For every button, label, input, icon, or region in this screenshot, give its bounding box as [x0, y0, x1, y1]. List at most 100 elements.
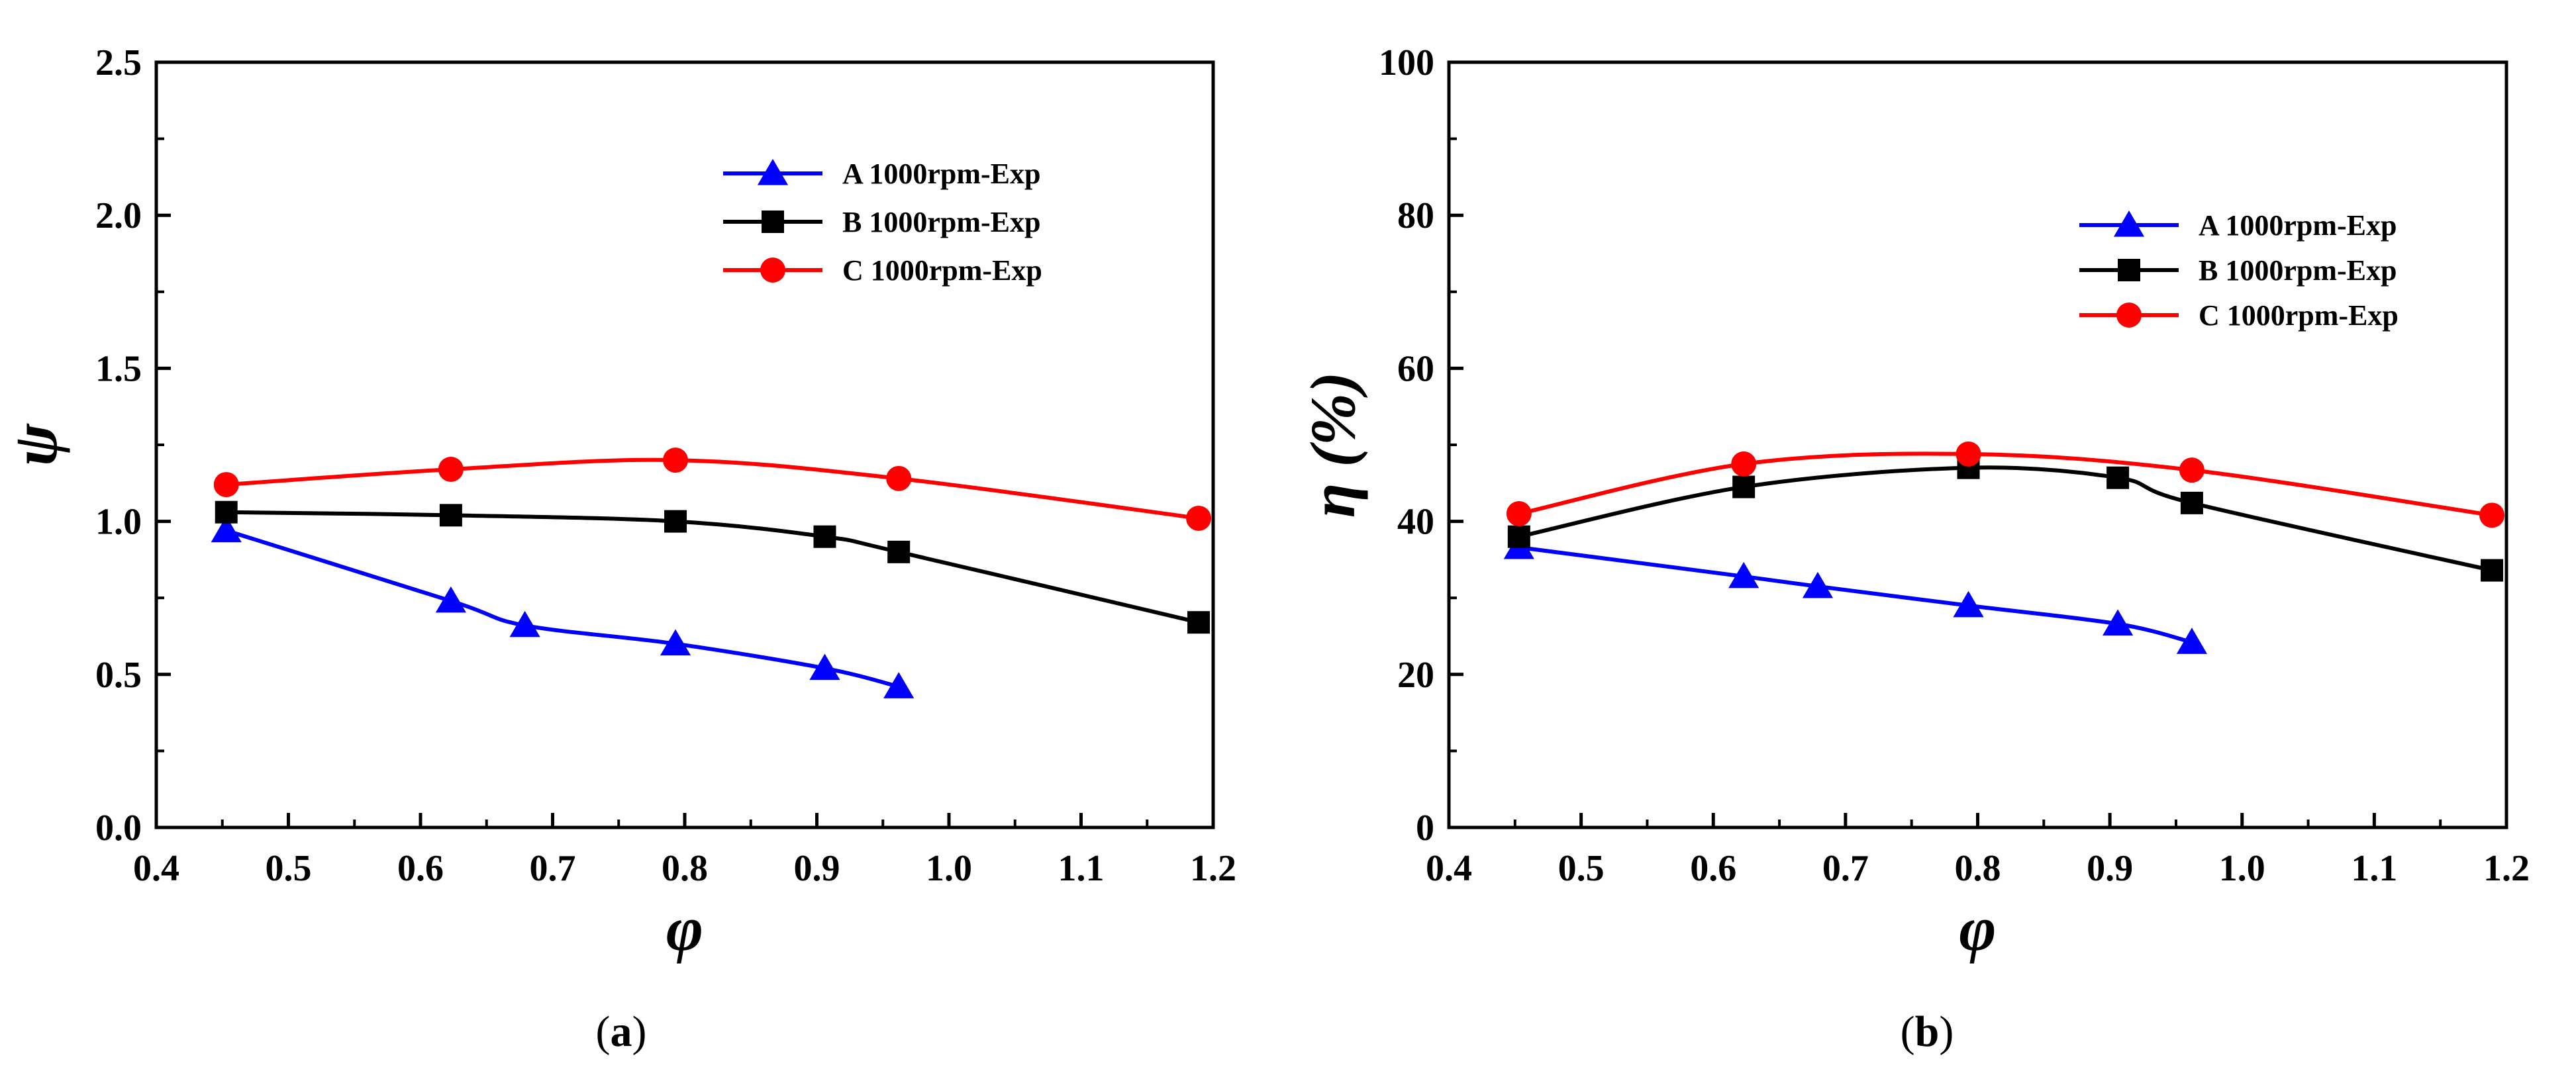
series-line: [1518, 465, 2493, 573]
x-tick-label: 1.2: [1190, 848, 1236, 889]
y-axis-title: η (%): [1297, 372, 1368, 518]
panel-caption: (b): [1901, 1008, 1954, 1056]
chart-panel-a: 0.4 0.5 0.6 0.7 0.8 0.9 1.0 1.1 1.2 0.0 0.5 1.0 1.5 2…: [0, 42, 1236, 1056]
legend-label: B 1000rpm-Exp: [2199, 254, 2397, 287]
data-point: [813, 525, 836, 548]
data-point: [509, 610, 540, 637]
series-a: [211, 516, 915, 698]
legend-marker: [760, 258, 785, 283]
x-tick-label: 0.7: [1822, 848, 1869, 889]
series-line: [1518, 451, 2493, 518]
y-tick-label: 60: [1397, 348, 1434, 389]
series-line: [226, 510, 1199, 625]
legend-entry: B 1000rpm-Exp: [723, 206, 1040, 238]
y-axis-title: ψ: [0, 423, 70, 466]
x-tick-label: 0.8: [662, 848, 708, 889]
x-tick-label: 0.4: [1426, 848, 1472, 889]
legend-marker: [762, 211, 784, 233]
plot-frame: [154, 60, 1215, 829]
legend-label: C 1000rpm-Exp: [842, 254, 1042, 287]
data-point: [809, 653, 840, 680]
y-tick-label: 0: [1416, 808, 1434, 849]
data-point: [439, 504, 462, 527]
data-point: [2180, 491, 2203, 514]
y-tick-label: 0.5: [95, 655, 142, 696]
data-point: [438, 456, 464, 482]
series-line: [226, 457, 1199, 520]
panel-caption: (a): [596, 1008, 647, 1056]
x-tick-label: 0.7: [530, 848, 576, 889]
legend-marker: [2116, 303, 2142, 328]
y-tick-label: 2.5: [95, 42, 142, 83]
series-c: [1506, 441, 2505, 528]
legend-entry: A 1000rpm-Exp: [723, 158, 1040, 190]
data-point: [215, 500, 238, 524]
data-point: [2479, 502, 2505, 528]
x-tick-label: 1.0: [2219, 848, 2265, 889]
series-b: [1507, 456, 2504, 582]
y-tick-label: 2.0: [95, 195, 142, 236]
legend-label: A 1000rpm-Exp: [842, 158, 1040, 190]
data-point: [2103, 609, 2134, 636]
y-tick-label: 1.0: [95, 502, 142, 543]
data-point: [1728, 561, 1759, 588]
series-a: [1503, 532, 2207, 654]
y-tick-label: 1.5: [95, 348, 142, 389]
x-tick-label: 0.6: [397, 848, 444, 889]
data-point: [435, 586, 466, 613]
x-axis-title: φ: [666, 893, 703, 964]
data-point: [1731, 451, 1757, 477]
x-axis-title: φ: [1959, 893, 1996, 964]
data-point: [2179, 457, 2204, 483]
legend-marker: [2118, 259, 2140, 281]
x-tick-label: 0.5: [266, 848, 312, 889]
x-tick-label: 1.1: [1058, 848, 1105, 889]
data-point: [886, 465, 912, 491]
data-point: [887, 540, 911, 563]
legend-marker: [2113, 211, 2145, 237]
y-tick-label: 80: [1397, 195, 1434, 236]
series-c: [213, 447, 1212, 531]
data-point: [660, 629, 691, 656]
x-tick-label: 0.6: [1690, 848, 1736, 889]
data-point: [1802, 571, 1834, 598]
series-b: [215, 500, 1211, 634]
series-line: [225, 528, 899, 689]
data-point: [2106, 466, 2130, 489]
data-point: [211, 516, 242, 543]
legend-label: C 1000rpm-Exp: [2199, 299, 2399, 332]
y-tick-label: 0.0: [95, 808, 142, 849]
legend-entry: C 1000rpm-Exp: [2079, 299, 2399, 332]
legend-entry: B 1000rpm-Exp: [2079, 254, 2397, 287]
plot-frame: [1447, 60, 2508, 829]
data-point: [2481, 559, 2504, 582]
series-line: [1518, 545, 2193, 645]
x-tick-label: 1.0: [926, 848, 972, 889]
data-point: [213, 472, 239, 498]
legend-entry: A 1000rpm-Exp: [2079, 209, 2397, 242]
data-point: [1732, 475, 1756, 498]
data-point: [663, 447, 689, 473]
data-point: [2176, 628, 2207, 654]
data-point: [883, 672, 915, 698]
x-tick-label: 1.2: [2483, 848, 2530, 889]
y-tick-label: 40: [1397, 502, 1434, 543]
x-tick-label: 0.5: [1558, 848, 1605, 889]
x-tick-label: 0.9: [2087, 848, 2133, 889]
data-point: [1953, 590, 1984, 618]
legend-marker: [757, 159, 789, 185]
y-tick-label: 100: [1379, 42, 1434, 83]
x-tick-label: 1.1: [2351, 848, 2397, 889]
x-tick-label: 0.9: [794, 848, 840, 889]
legend-entry: C 1000rpm-Exp: [723, 254, 1042, 287]
legend-label: B 1000rpm-Exp: [842, 206, 1040, 238]
chart-panel-b: 0.4 0.5 0.6 0.7 0.8 0.9 1.0 1.1 1.2 0 20 40 60 80 100 φ…: [1297, 42, 2530, 1056]
y-tick-label: 20: [1397, 655, 1434, 696]
data-point: [1187, 611, 1211, 634]
x-tick-label: 0.4: [133, 848, 179, 889]
data-point: [1956, 441, 1981, 467]
x-tick-label: 0.8: [1955, 848, 2001, 889]
legend-label: A 1000rpm-Exp: [2199, 209, 2397, 242]
data-point: [664, 510, 687, 533]
